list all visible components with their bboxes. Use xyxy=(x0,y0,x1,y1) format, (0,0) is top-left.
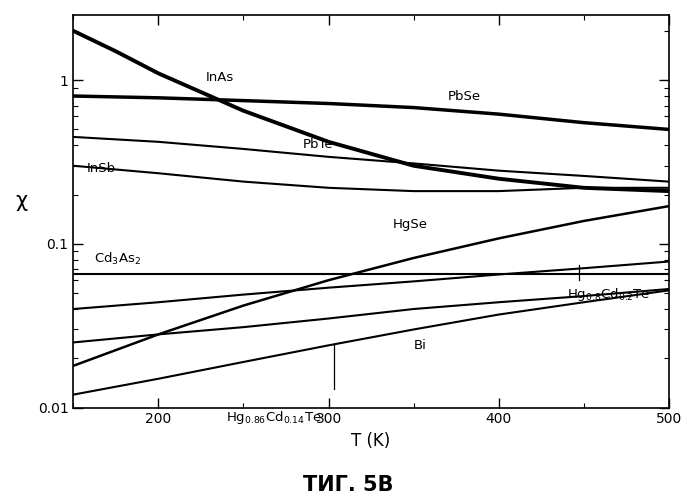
Text: PbSe: PbSe xyxy=(447,90,481,102)
Text: HgSe: HgSe xyxy=(393,218,428,231)
Text: ΤИГ. 5В: ΤИГ. 5В xyxy=(303,475,394,495)
Text: InSb: InSb xyxy=(87,162,116,174)
Y-axis label: χ: χ xyxy=(15,192,27,212)
Text: Hg$_{0.86}$Cd$_{0.14}$Te: Hg$_{0.86}$Cd$_{0.14}$Te xyxy=(227,409,322,426)
Text: InAs: InAs xyxy=(206,71,234,84)
X-axis label: T (K): T (K) xyxy=(351,432,391,450)
Text: Cd$_3$As$_2$: Cd$_3$As$_2$ xyxy=(94,251,141,267)
Text: Hg$_{0.8}$Cd$_{0.2}$Te: Hg$_{0.8}$Cd$_{0.2}$Te xyxy=(567,286,650,304)
Text: PbTe: PbTe xyxy=(303,138,334,151)
Text: Bi: Bi xyxy=(413,338,427,351)
